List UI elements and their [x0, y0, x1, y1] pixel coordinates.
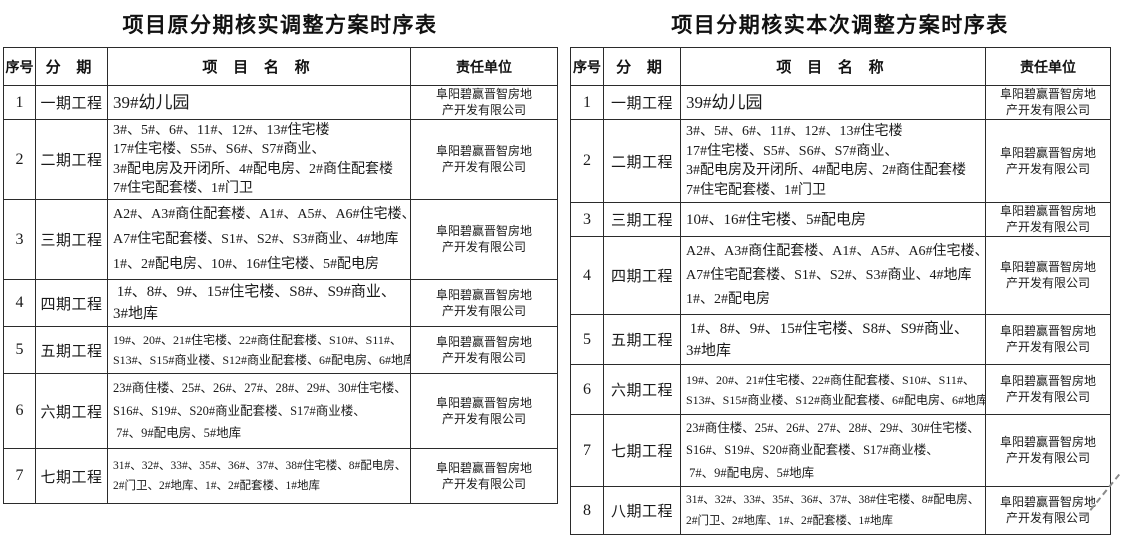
project-name-cell: 31#、32#、33#、35#、36#、37#、38#住宅楼、8#配电房、 2#…	[113, 459, 407, 493]
phase-cell: 七期工程	[603, 414, 681, 487]
table-row: 5 五期工程 1#、8#、9#、15#住宅楼、S8#、S9#商业、 3#地库 阜…	[570, 314, 1111, 365]
table-row: 5 五期工程 19#、20#、21#住宅楼、22#商住配套楼、S10#、S11#…	[3, 326, 558, 374]
phase-cell: 一期工程	[35, 85, 108, 120]
row-number-cell: 8	[570, 486, 604, 535]
project-name-cell: 1#、8#、9#、15#住宅楼、S8#、S9#商业、 3#地库	[113, 284, 396, 322]
row-number-cell: 2	[570, 119, 604, 203]
header-unit: 责任单位	[410, 47, 558, 86]
row-number-cell: 3	[570, 202, 604, 237]
row-number-cell: 7	[3, 448, 36, 504]
row-number-cell: 4	[570, 236, 604, 315]
table-row: 6 六期工程 19#、20#、21#住宅楼、22#商住配套楼、S10#、S11#…	[570, 364, 1111, 415]
project-name-cell: 23#商住楼、25#、26#、27#、28#、29#、30#住宅楼、 S16#、…	[686, 420, 980, 480]
table-row: 4 四期工程 1#、8#、9#、15#住宅楼、S8#、S9#商业、 3#地库 阜…	[3, 279, 558, 327]
unit-cell: 阜阳碧赢晋智房地产开发有限公司	[999, 324, 1096, 354]
unit-cell: 阜阳碧赢晋智房地产开发有限公司	[435, 287, 532, 318]
unit-cell: 阜阳碧赢晋智房地产开发有限公司	[435, 224, 532, 254]
original-phasing-table: 序号 分 期 项 目 名 称 责任单位 1 一期工程 39#幼儿园 阜阳碧赢晋智…	[3, 47, 558, 504]
table-row: 2 二期工程 3#、5#、6#、11#、12#、13#住宅楼 17#住宅楼、S5…	[3, 119, 558, 200]
phase-cell: 二期工程	[603, 119, 681, 203]
row-number-cell: 5	[3, 326, 36, 374]
project-name-cell: 1#、8#、9#、15#住宅楼、S8#、S9#商业、 3#地库	[686, 320, 969, 359]
project-name-cell: 39#幼儿园	[686, 92, 763, 112]
right-table-title: 项目分期核实本次调整方案时序表	[671, 14, 1009, 37]
header-no: 序号	[3, 47, 36, 86]
row-number-cell: 1	[570, 85, 604, 120]
table-row: 8 八期工程 31#、32#、33#、35#、36#、37#、38#住宅楼、8#…	[570, 486, 1111, 535]
left-table-title: 项目原分期核实调整方案时序表	[122, 14, 438, 37]
adjusted-phasing-table: 序号 分 期 项 目 名 称 责任单位 1 一期工程 39#幼儿园 阜阳碧赢晋智…	[570, 47, 1111, 535]
phase-cell: 七期工程	[35, 448, 108, 504]
unit-cell: 阜阳碧赢晋智房地产开发有限公司	[435, 334, 532, 365]
table-row: 3 三期工程 10#、16#住宅楼、5#配电房 阜阳碧赢晋智房地产开发有限公司	[570, 202, 1111, 237]
table-row: 3 三期工程 A2#、A3#商住配套楼、A1#、A5#、A6#住宅楼、 A7#住…	[3, 199, 558, 280]
phase-cell: 六期工程	[35, 373, 108, 449]
phase-cell: 三期工程	[35, 199, 108, 280]
header-project-name: 项 目 名 称	[680, 47, 986, 86]
table-row: 7 七期工程 31#、32#、33#、35#、36#、37#、38#住宅楼、8#…	[3, 448, 558, 504]
table-header-row: 序号 分 期 项 目 名 称 责任单位	[570, 47, 1111, 86]
phase-cell: 三期工程	[603, 202, 681, 237]
header-phase: 分 期	[603, 47, 681, 86]
project-name-cell: 10#、16#住宅楼、5#配电房	[686, 211, 867, 228]
table-row: 4 四期工程 A2#、A3#商住配套楼、A1#、A5#、A6#住宅楼、 A7#住…	[570, 236, 1111, 315]
project-name-cell: 19#、20#、21#住宅楼、22#商住配套楼、S10#、S11#、 S13#、…	[686, 372, 986, 407]
row-number-cell: 3	[3, 199, 36, 280]
phase-cell: 五期工程	[35, 326, 108, 374]
row-number-cell: 6	[3, 373, 36, 449]
unit-cell: 阜阳碧赢晋智房地产开发有限公司	[999, 204, 1096, 234]
phase-cell: 四期工程	[603, 236, 681, 315]
unit-cell: 阜阳碧赢晋智房地产开发有限公司	[435, 460, 532, 491]
phase-cell: 二期工程	[35, 119, 108, 200]
row-number-cell: 1	[3, 85, 36, 120]
project-name-cell: 3#、5#、6#、11#、12#、13#住宅楼 17#住宅楼、S5#、S6#、S…	[686, 124, 966, 198]
phase-cell: 六期工程	[603, 364, 681, 415]
unit-cell: 阜阳碧赢晋智房地产开发有限公司	[435, 395, 532, 426]
unit-cell: 阜阳碧赢晋智房地产开发有限公司	[435, 87, 532, 117]
table-row: 2 二期工程 3#、5#、6#、11#、12#、13#住宅楼 17#住宅楼、S5…	[570, 119, 1111, 203]
project-name-cell: 3#、5#、6#、11#、12#、13#住宅楼 17#住宅楼、S5#、S6#、S…	[113, 122, 393, 197]
project-name-cell: 23#商住楼、25#、26#、27#、28#、29#、30#住宅楼、 S16#、…	[113, 381, 407, 441]
header-no: 序号	[570, 47, 604, 86]
row-number-cell: 7	[570, 414, 604, 487]
unit-cell: 阜阳碧赢晋智房地产开发有限公司	[999, 374, 1096, 404]
table-row: 1 一期工程 39#幼儿园 阜阳碧赢晋智房地产开发有限公司	[570, 85, 1111, 120]
row-number-cell: 4	[3, 279, 36, 327]
table-header-row: 序号 分 期 项 目 名 称 责任单位	[3, 47, 558, 86]
phase-cell: 一期工程	[603, 85, 681, 120]
table-row: 7 七期工程 23#商住楼、25#、26#、27#、28#、29#、30#住宅楼…	[570, 414, 1111, 487]
project-name-cell: 39#幼儿园	[113, 92, 190, 112]
phase-cell: 八期工程	[603, 486, 681, 535]
project-name-cell: 31#、32#、33#、35#、36#、37#、38#住宅楼、8#配电房、 2#…	[686, 494, 980, 527]
phase-cell: 四期工程	[35, 279, 108, 327]
phase-cell: 五期工程	[603, 314, 681, 365]
project-name-cell: A2#、A3#商住配套楼、A1#、A5#、A6#住宅楼、 A7#住宅配套楼、S1…	[113, 207, 411, 272]
unit-cell: 阜阳碧赢晋智房地产开发有限公司	[999, 260, 1096, 290]
table-row: 1 一期工程 39#幼儿园 阜阳碧赢晋智房地产开发有限公司	[3, 85, 558, 120]
header-project-name: 项 目 名 称	[107, 47, 411, 86]
unit-cell: 阜阳碧赢晋智房地产开发有限公司	[435, 144, 532, 174]
unit-cell: 阜阳碧赢晋智房地产开发有限公司	[999, 87, 1096, 117]
row-number-cell: 6	[570, 364, 604, 415]
unit-cell: 阜阳碧赢晋智房地产开发有限公司	[999, 145, 1096, 176]
unit-cell: 阜阳碧赢晋智房地产开发有限公司	[999, 495, 1096, 525]
unit-cell: 阜阳碧赢晋智房地产开发有限公司	[999, 435, 1096, 465]
project-name-cell: A2#、A3#商住配套楼、A1#、A5#、A6#住宅楼、 A7#住宅配套楼、S1…	[686, 243, 986, 307]
header-unit: 责任单位	[985, 47, 1111, 86]
header-phase: 分 期	[35, 47, 108, 86]
row-number-cell: 2	[3, 119, 36, 200]
row-number-cell: 5	[570, 314, 604, 365]
table-row: 6 六期工程 23#商住楼、25#、26#、27#、28#、29#、30#住宅楼…	[3, 373, 558, 449]
project-name-cell: 19#、20#、21#住宅楼、22#商住配套楼、S10#、S11#、 S13#、…	[113, 333, 411, 367]
